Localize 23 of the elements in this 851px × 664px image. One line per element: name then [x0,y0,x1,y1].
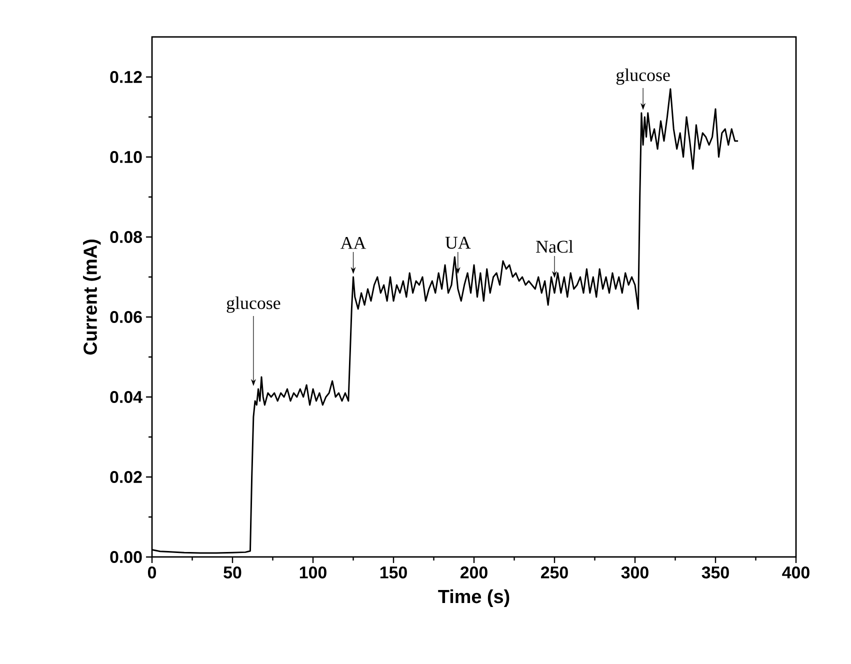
x-axis-title: Time (s) [438,589,510,607]
x-tick-label: 100 [300,566,326,578]
y-tick-label: 0.08 [110,230,142,243]
y-tick-label: 0.00 [110,550,142,563]
annotation: glucose [226,296,280,313]
x-tick-label: 350 [702,566,729,578]
y-tick-label: 0.06 [110,310,142,323]
y-tick-label: 0.10 [110,150,142,163]
y-tick-label: 0.04 [110,390,142,403]
x-tick-label: 50 [224,566,242,578]
x-tick-label: 0 [148,566,156,578]
y-axis-title: Current (mA) [83,240,101,355]
annotation: glucose [616,68,670,85]
y-tick-label: 0.02 [110,470,142,483]
x-tick-label: 150 [380,566,407,578]
annotation: UA [445,236,471,249]
y-tick-label: 0.12 [110,70,142,83]
x-tick-label: 300 [621,566,648,578]
annotation: NaCl [536,240,574,253]
x-tick-label: 400 [782,566,810,578]
x-tick-label: 250 [540,566,568,578]
annotation: AA [340,236,366,249]
x-tick-label: 200 [460,566,488,578]
